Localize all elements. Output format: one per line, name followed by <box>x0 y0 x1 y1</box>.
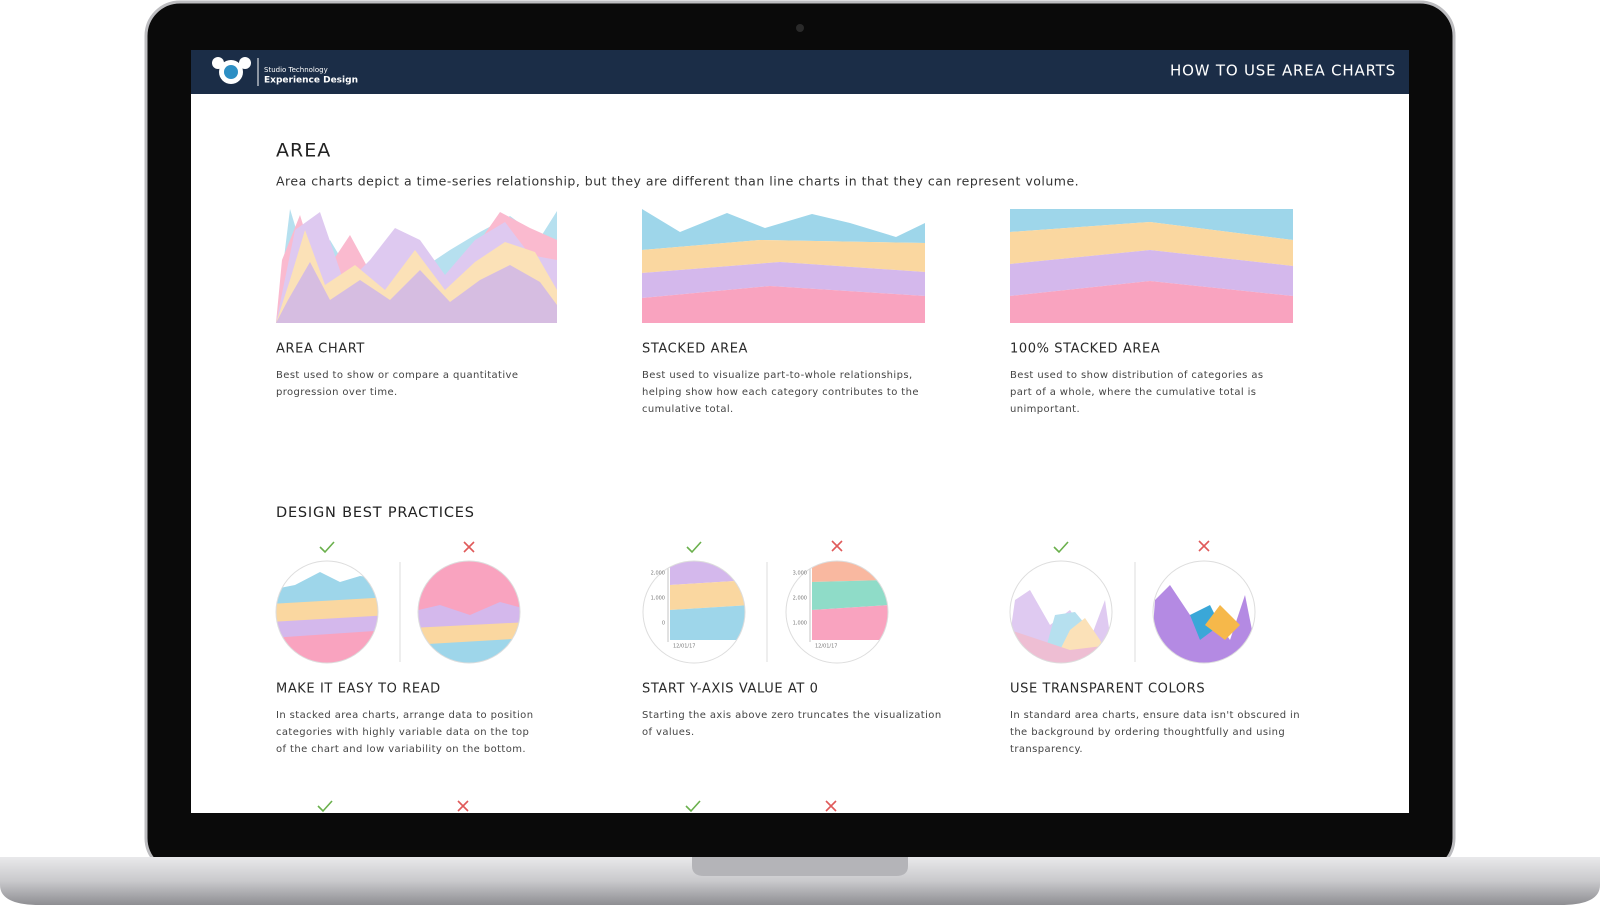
screen <box>191 50 1409 813</box>
laptop-notch <box>692 857 908 876</box>
practice-title: USE TRANSPARENT COLORS <box>1010 682 1205 697</box>
section-title: AREA <box>276 140 331 162</box>
header-bar <box>191 50 1409 94</box>
axis-label: 1,000 <box>793 621 807 627</box>
axis-label: 1,000 <box>651 596 665 602</box>
type-description: unimportant. <box>1010 404 1080 415</box>
type-description: progression over time. <box>276 387 398 398</box>
type-description: helping show how each category contribut… <box>642 387 919 398</box>
type-title: 100% STACKED AREA <box>1010 342 1160 357</box>
type-description: part of a whole, where the cumulative to… <box>1010 387 1256 398</box>
logo <box>212 57 259 86</box>
type-description: Best used to visualize part-to-whole rel… <box>642 370 913 381</box>
check-icons <box>317 540 1210 813</box>
practice-description: transparency. <box>1010 744 1083 755</box>
practice-title: START Y-AXIS VALUE AT 0 <box>642 682 819 697</box>
practice-description: Starting the axis above zero truncates t… <box>642 710 942 721</box>
type-title: STACKED AREA <box>642 342 748 357</box>
camera <box>796 24 804 32</box>
type-description: Best used to show or compare a quantitat… <box>276 370 518 381</box>
practice-description: the background by ordering thoughtfully … <box>1010 727 1285 738</box>
practice-description: categories with highly variable data on … <box>276 727 529 738</box>
practice-title: MAKE IT EASY TO READ <box>276 682 441 697</box>
axis-label: 2,000 <box>651 571 665 577</box>
practice-description: of the chart and low variability on the … <box>276 744 526 755</box>
axis-label: 2,000 <box>793 596 807 602</box>
type-description: cumulative total. <box>642 404 734 415</box>
practice-description: In stacked area charts, arrange data to … <box>276 710 533 721</box>
axis-label: 0 <box>662 621 665 627</box>
percent-stacked-area-illustration <box>1010 209 1293 323</box>
brand: Experience Design <box>264 76 358 86</box>
page-title: HOW TO USE AREA CHARTS <box>1170 62 1396 80</box>
axis-label: 12/01/17 <box>815 644 837 650</box>
stacked-area-illustration <box>642 209 925 323</box>
axis-label: 3,000 <box>793 571 807 577</box>
practice-description: of values. <box>642 727 695 738</box>
content-text: Studio Technology Experience Design HOW … <box>264 62 1396 756</box>
axis-label: 12/01/17 <box>673 644 695 650</box>
brand-small: Studio Technology <box>264 66 328 74</box>
laptop-base <box>0 857 1600 905</box>
type-title: AREA CHART <box>276 342 365 357</box>
intro: Area charts depict a time-series relatio… <box>276 174 1079 189</box>
practice-description: In standard area charts, ensure data isn… <box>1010 710 1300 721</box>
area-chart-illustration <box>276 209 557 323</box>
type-description: Best used to show distribution of catego… <box>1010 370 1264 381</box>
section-title: DESIGN BEST PRACTICES <box>276 505 475 521</box>
